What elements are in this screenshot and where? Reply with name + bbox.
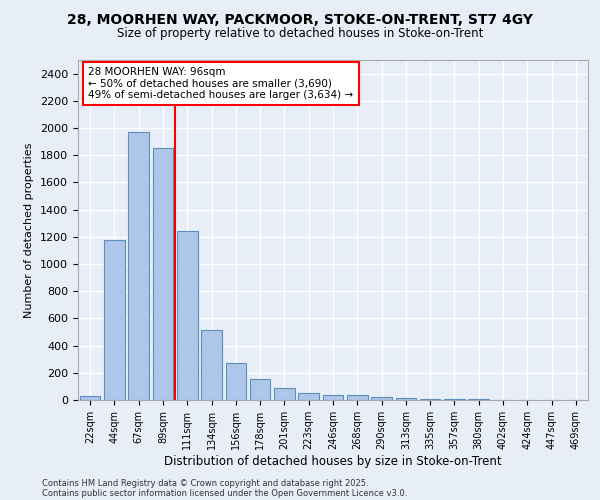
Bar (152, 148, 173, 400)
Bar (298, 393, 319, 400)
Bar (371, 398, 392, 400)
Text: 28 MOORHEN WAY: 96sqm
← 50% of detached houses are smaller (3,690)
49% of semi-d: 28 MOORHEN WAY: 96sqm ← 50% of detached … (88, 67, 353, 100)
Bar (395, 398, 416, 400)
Bar (226, 364, 246, 400)
X-axis label: Distribution of detached houses by size in Stoke-on-Trent: Distribution of detached houses by size … (164, 454, 502, 468)
Bar (104, 240, 125, 400)
Bar (274, 388, 295, 400)
Bar (347, 395, 368, 400)
Bar (80, 396, 100, 400)
Bar (128, 132, 149, 400)
Text: Contains HM Land Registry data © Crown copyright and database right 2025.: Contains HM Land Registry data © Crown c… (42, 478, 368, 488)
Text: Contains public sector information licensed under the Open Government Licence v3: Contains public sector information licen… (42, 488, 407, 498)
Bar (444, 399, 465, 400)
Y-axis label: Number of detached properties: Number of detached properties (25, 142, 34, 318)
Text: Size of property relative to detached houses in Stoke-on-Trent: Size of property relative to detached ho… (117, 28, 483, 40)
Bar (420, 398, 440, 400)
Bar (323, 394, 343, 400)
Bar (177, 232, 197, 400)
Bar (250, 379, 271, 400)
Bar (201, 330, 222, 400)
Text: 28, MOORHEN WAY, PACKMOOR, STOKE-ON-TRENT, ST7 4GY: 28, MOORHEN WAY, PACKMOOR, STOKE-ON-TREN… (67, 12, 533, 26)
